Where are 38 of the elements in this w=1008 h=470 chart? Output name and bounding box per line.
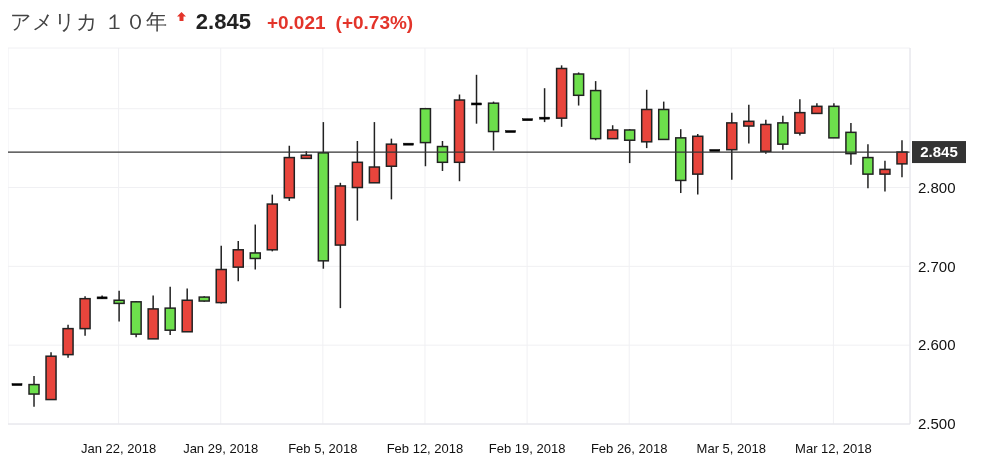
x-tick-label: Feb 12, 2018 <box>386 441 464 457</box>
candlestick <box>777 115 789 151</box>
candlestick <box>11 383 23 386</box>
candlestick <box>403 142 414 146</box>
x-tick-label: Mar 5, 2018 <box>696 441 766 457</box>
x-tick-label: Mar 12, 2018 <box>795 441 872 457</box>
y-tick-label: 2.800 <box>918 178 956 196</box>
candlestick <box>232 240 244 283</box>
x-tick-label: Jan 29, 2018 <box>183 441 259 457</box>
text: 2.845 <box>195 9 251 35</box>
candlestick <box>794 98 806 137</box>
candlestick <box>539 87 550 123</box>
candlestick <box>113 290 125 323</box>
candlestick <box>164 286 176 336</box>
candlestick <box>572 71 585 107</box>
y-tick-label: 2.500 <box>918 415 956 433</box>
text: (+0.73%) <box>335 12 414 34</box>
candlestick <box>249 223 262 271</box>
candlestick <box>505 130 516 133</box>
candlestick <box>623 128 636 164</box>
candlestick <box>862 143 874 190</box>
candlestick <box>845 122 857 166</box>
candlestick <box>471 74 482 125</box>
candlestick <box>368 121 381 184</box>
y-tick-label: 2.700 <box>918 257 956 275</box>
chart-title: アメリカ １０年 <box>10 9 167 35</box>
candlestick <box>28 375 40 408</box>
x-tick-label: Feb 19, 2018 <box>488 441 566 457</box>
candlestick <box>743 104 755 145</box>
candlestick <box>896 139 908 179</box>
candlestick <box>385 137 398 201</box>
text: +0.021 <box>266 12 326 34</box>
x-tick-label: Feb 5, 2018 <box>288 441 358 457</box>
x-tick-label: Jan 22, 2018 <box>81 441 157 457</box>
candlestick <box>879 159 891 193</box>
x-tick-label: Feb 26, 2018 <box>590 441 668 457</box>
ref-line-label: 2.845 <box>920 143 958 161</box>
y-tick-label: 2.600 <box>918 336 956 354</box>
